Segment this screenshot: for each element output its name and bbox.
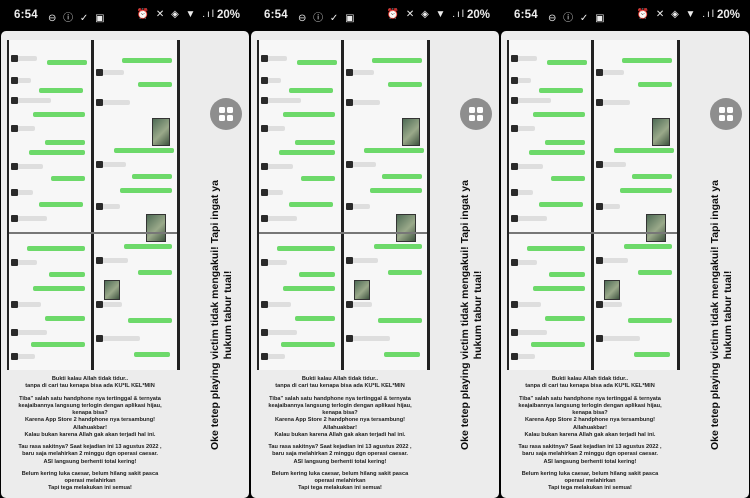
system-icons: ⏰ ✕ ◈ ▼ .ıl <box>136 9 216 20</box>
status-bar: 6:54 ⊖ ⓘ ✓ ▣ ⏰ ✕ ◈ ▼ .ıl 20% <box>500 0 750 30</box>
caption-paragraph-1: Bukti kalau Allah tidak tidur.. tanpa di … <box>525 376 655 390</box>
clock: 6:54 <box>514 9 538 21</box>
caption-paragraph-4: Belum kering luka caesar, belum hilang s… <box>271 470 409 492</box>
grid-view-button[interactable] <box>710 98 742 130</box>
grid-view-button[interactable] <box>210 98 242 130</box>
battery-level: 20% <box>216 9 240 21</box>
story-card[interactable]: Bukti kalau Allah tidak tidur.. tanpa di … <box>251 31 499 498</box>
vertical-caption-line-2: hukum tabur tuai! <box>472 270 484 360</box>
vertical-caption-line-1: Oke tetep playing victim tidak mengakui!… <box>208 180 221 450</box>
grid-icon <box>469 107 483 121</box>
caption-paragraph-2: Tiba" salah satu handphone nya tertingga… <box>518 395 662 438</box>
chat-screenshots <box>257 40 430 370</box>
caption-paragraph-2: Tiba" salah satu handphone nya tertingga… <box>268 395 412 438</box>
caption-paragraph-3: Tau rasa sakitnya? Saat kejadian ini 13 … <box>18 444 162 465</box>
caption-paragraph-4: Belum kering luka caesar, belum hilang s… <box>21 470 159 492</box>
clock: 6:54 <box>14 9 38 21</box>
chat-screenshots <box>507 40 680 370</box>
vertical-caption-line-2: hukum tabur tuai! <box>222 270 234 360</box>
caption-paragraph-4: Belum kering luka caesar, belum hilang s… <box>521 470 659 492</box>
caption-paragraph-3: Tau rasa sakitnya? Saat kejadian ini 13 … <box>518 444 662 465</box>
system-icons: ⏰ ✕ ◈ ▼ .ıl <box>386 9 466 20</box>
notification-icons: ⊖ ⓘ ✓ ▣ <box>548 13 607 24</box>
vertical-caption-line-2: hukum tabur tuai! <box>722 270 734 360</box>
vertical-caption-line-1: Oke tetep playing victim tidak mengakui!… <box>458 180 471 450</box>
story-card[interactable]: Bukti kalau Allah tidak tidur.. tanpa di … <box>501 31 749 498</box>
vertical-caption: Oke tetep playing victim tidak mengakui!… <box>698 144 746 486</box>
vertical-caption: Oke tetep playing victim tidak mengakui!… <box>198 144 246 486</box>
caption-paragraph-1: Bukti kalau Allah tidak tidur.. tanpa di … <box>25 376 155 390</box>
caption-paragraph-1: Bukti kalau Allah tidak tidur.. tanpa di … <box>275 376 405 390</box>
battery-level: 20% <box>466 9 490 21</box>
status-bar: 6:54 ⊖ ⓘ ✓ ▣ ⏰ ✕ ◈ ▼ .ıl 20% <box>0 0 250 30</box>
clock: 6:54 <box>264 9 288 21</box>
vertical-caption: Oke tetep playing victim tidak mengakui!… <box>448 144 496 486</box>
grid-icon <box>719 107 733 121</box>
story-panel-2: 6:54 ⊖ ⓘ ✓ ▣ ⏰ ✕ ◈ ▼ .ıl 20% Bukti kalau… <box>250 0 500 498</box>
battery-level: 20% <box>716 9 740 21</box>
caption-text: Bukti kalau Allah tidak tidur.. tanpa di … <box>501 376 679 498</box>
caption-paragraph-2: Tiba" salah satu handphone nya tertingga… <box>18 395 162 438</box>
caption-text: Bukti kalau Allah tidak tidur.. tanpa di … <box>251 376 429 498</box>
grid-view-button[interactable] <box>460 98 492 130</box>
vertical-caption-line-1: Oke tetep playing victim tidak mengakui!… <box>708 180 721 450</box>
status-bar: 6:54 ⊖ ⓘ ✓ ▣ ⏰ ✕ ◈ ▼ .ıl 20% <box>250 0 500 30</box>
grid-icon <box>219 107 233 121</box>
story-panel-3: 6:54 ⊖ ⓘ ✓ ▣ ⏰ ✕ ◈ ▼ .ıl 20% Bukti kalau… <box>500 0 750 498</box>
chat-screenshots <box>7 40 180 370</box>
caption-text: Bukti kalau Allah tidak tidur.. tanpa di … <box>1 376 179 498</box>
system-icons: ⏰ ✕ ◈ ▼ .ıl <box>636 9 716 20</box>
notification-icons: ⊖ ⓘ ✓ ▣ <box>48 13 107 24</box>
notification-icons: ⊖ ⓘ ✓ ▣ <box>298 13 357 24</box>
caption-paragraph-3: Tau rasa sakitnya? Saat kejadian ini 13 … <box>268 444 412 465</box>
story-panel-1: 6:54 ⊖ ⓘ ✓ ▣ ⏰ ✕ ◈ ▼ .ıl 20% Bukti kalau… <box>0 0 250 498</box>
story-card[interactable]: Bukti kalau Allah tidak tidur.. tanpa di … <box>1 31 249 498</box>
